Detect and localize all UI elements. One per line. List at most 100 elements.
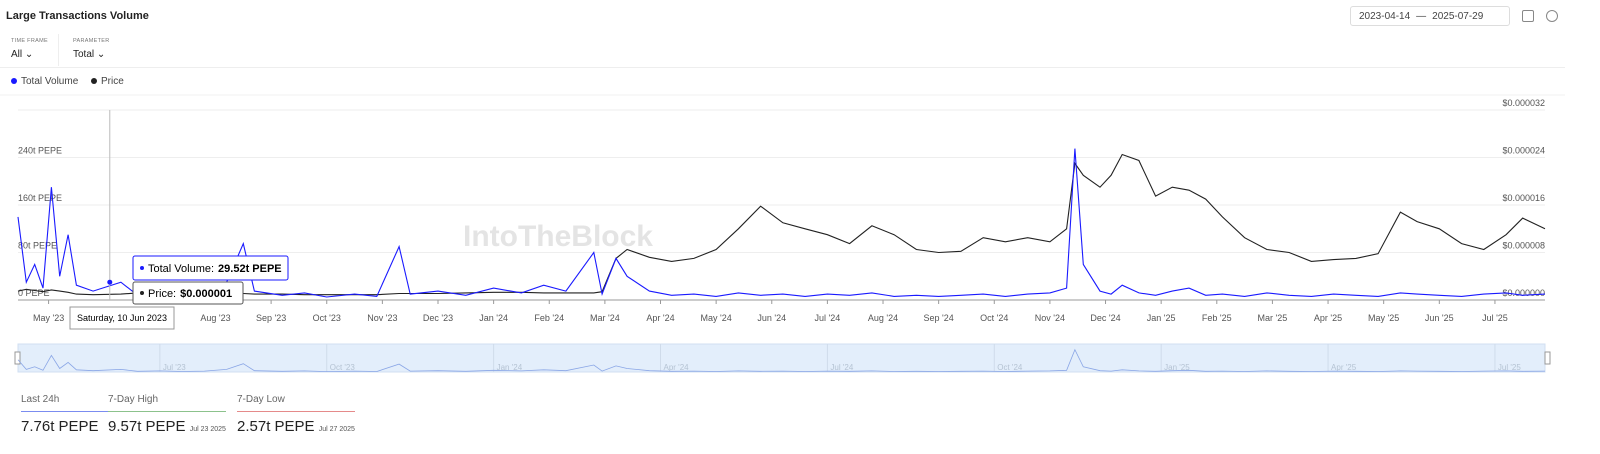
- x-tick-label: Nov '23: [367, 313, 397, 323]
- tooltip: Total Volume: 29.52t PEPE Price: $0.000001 S…: [69, 255, 289, 330]
- navigator-handle: [14, 351, 21, 365]
- y2-tick-label: $0.000032: [1502, 98, 1545, 108]
- tooltip-marker: [140, 266, 144, 270]
- navigator-tick-label: Jul '25: [1498, 363, 1521, 372]
- link-button[interactable]: [1546, 10, 1558, 22]
- x-tick-label: May '24: [701, 313, 732, 323]
- y-tick-label: 80t PEPE: [18, 241, 57, 251]
- time-frame-filter[interactable]: TIME FRAME All ⌄: [11, 38, 48, 60]
- tooltip-date-box: [69, 306, 175, 330]
- x-tick-label: Jun '25: [1425, 313, 1454, 323]
- x-tick-label: Sep '23: [256, 313, 286, 323]
- date-to: 2025-07-29: [1432, 10, 1484, 22]
- stat-7-day-high: 7-Day High 9.57t PEPE Jul 23 2025: [108, 394, 226, 435]
- y-tick-label: 160t PEPE: [18, 193, 62, 203]
- x-tick-label: Jan '25: [1147, 313, 1176, 323]
- navigator-tick-label: Oct '23: [330, 363, 356, 372]
- y2-tick-label: $0.000000: [1502, 288, 1545, 298]
- stat-label: 7-Day Low: [237, 394, 285, 405]
- date-from: 2023-04-14: [1359, 10, 1411, 22]
- tooltip-value: $0.000001: [180, 288, 232, 300]
- stat-label: Last 24h: [21, 394, 60, 405]
- x-tick-label: Feb '25: [1202, 313, 1232, 323]
- filter-text: Total: [73, 49, 95, 60]
- filter-text: All: [11, 49, 23, 60]
- x-tick-label: Mar '25: [1258, 313, 1288, 323]
- x-tick-label: Apr '24: [646, 313, 674, 323]
- stat-date: Jul 23 2025: [189, 426, 226, 433]
- x-tick-label: Dec '24: [1090, 313, 1120, 323]
- tooltip-text: Price: $0.000001: [148, 288, 232, 300]
- watermark: IntoTheBlock: [463, 220, 653, 253]
- stat-bar: [108, 411, 226, 412]
- x-tick-label: Apr '25: [1314, 313, 1342, 323]
- legend-marker: [11, 78, 17, 84]
- parameter-filter[interactable]: PARAMETER Total ⌄: [73, 38, 110, 60]
- stat-value: 7.76t PEPE: [21, 418, 139, 435]
- navigator-tick-label: Oct '24: [997, 363, 1023, 372]
- tooltip-box: [132, 281, 244, 305]
- date-sep: —: [1416, 10, 1427, 22]
- x-tick-label: Oct '24: [980, 313, 1008, 323]
- x-tick-label: Aug '23: [200, 313, 230, 323]
- y2-tick-label: $0.000016: [1502, 193, 1545, 203]
- legend-label: Price: [101, 76, 124, 87]
- stat-date: Jul 27 2025: [318, 426, 355, 433]
- download-button[interactable]: [1522, 10, 1534, 22]
- stat-value: 2.57t PEPE Jul 27 2025: [237, 418, 355, 435]
- stat-number: 7.76t PEPE: [21, 418, 99, 435]
- navigator-tick-label: Apr '24: [664, 363, 690, 372]
- x-tick-label: Dec '23: [423, 313, 453, 323]
- navigator-line: [17, 348, 1546, 373]
- stat-last-24h: Last 24h 7.76t PEPE: [21, 394, 139, 435]
- tooltip-marker: [140, 291, 144, 295]
- filter-label: TIME FRAME: [11, 38, 48, 44]
- hover-point: [107, 279, 113, 285]
- y-tick-label: 0 PEPE: [18, 288, 50, 298]
- stat-number: 2.57t PEPE: [237, 418, 315, 435]
- stat-bar: [237, 411, 355, 412]
- tooltip-box: [132, 255, 289, 281]
- date-range[interactable]: 2023-04-14 — 2025-07-29: [1350, 6, 1510, 26]
- y2-tick-label: $0.000024: [1502, 146, 1545, 156]
- chart-title: Large Transactions Volume: [6, 10, 149, 22]
- x-tick-label: Nov '24: [1035, 313, 1065, 323]
- navigator-handle: [1544, 351, 1551, 365]
- tooltip-value: 29.52t PEPE: [218, 263, 282, 275]
- navigator-tick-label: Jan '25: [1164, 363, 1190, 372]
- separator: [58, 34, 59, 66]
- x-tick-label: May '25: [1368, 313, 1399, 323]
- legend-marker: [91, 78, 97, 84]
- x-tick-label: May '23: [33, 313, 64, 323]
- legend-label: Total Volume: [21, 76, 79, 87]
- filter-value: All ⌄: [11, 49, 34, 60]
- x-tick-label: Aug '24: [868, 313, 898, 323]
- filter-label: PARAMETER: [73, 38, 110, 44]
- stat-number: 9.57t PEPE: [108, 418, 186, 435]
- x-tick-label: Oct '23: [313, 313, 341, 323]
- stat-value: 9.57t PEPE Jul 23 2025: [108, 418, 226, 435]
- x-tick-label: Jul '25: [1482, 313, 1508, 323]
- x-tick-label: Jul '24: [815, 313, 841, 323]
- x-tick-label: Mar '24: [590, 313, 620, 323]
- stat-7-day-low: 7-Day Low 2.57t PEPE Jul 27 2025: [237, 394, 355, 435]
- x-tick-label: Sep '24: [924, 313, 954, 323]
- tooltip-label: Total Volume:: [148, 263, 214, 275]
- tooltip-date: Saturday, 10 Jun 2023: [77, 313, 167, 323]
- divider: [0, 67, 1565, 68]
- chart: IntoTheBlock Total Volume Price 0 PEPE 80t …: [0, 76, 1565, 373]
- navigator-tick-label: Jul '24: [830, 363, 853, 372]
- x-tick-label: Jun '24: [757, 313, 786, 323]
- y2-tick-label: $0.000008: [1502, 241, 1545, 251]
- navigator-tick-label: Apr '25: [1331, 363, 1357, 372]
- navigator-tick-label: Jul '23: [163, 363, 186, 372]
- x-tick-label: Jan '24: [479, 313, 508, 323]
- x-tick-label: Feb '24: [534, 313, 564, 323]
- filter-value: Total ⌄: [73, 49, 106, 60]
- navigator-tick-label: Jan '24: [497, 363, 523, 372]
- tooltip-text: Total Volume: 29.52t PEPE: [148, 263, 282, 275]
- stat-bar: [21, 411, 139, 412]
- tooltip-label: Price:: [148, 288, 176, 300]
- y-tick-label: 240t PEPE: [18, 146, 62, 156]
